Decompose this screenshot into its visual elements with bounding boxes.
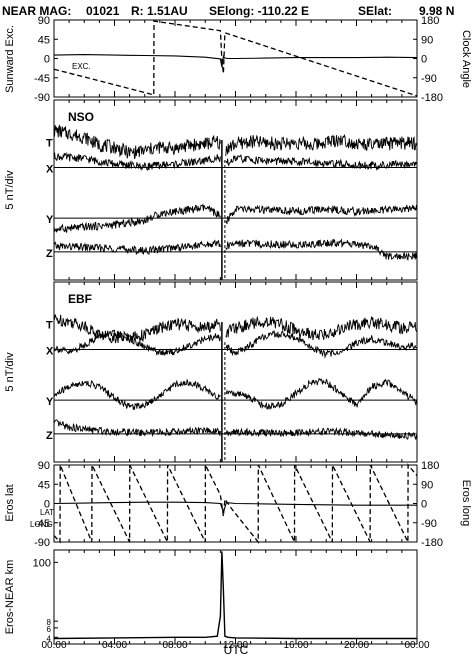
eros-lat-yticks: 90 45 0 -45 -90 <box>34 460 58 549</box>
nso-title: NSO <box>68 110 94 124</box>
component-label-T: T <box>46 138 53 150</box>
component-label-Z: Z <box>46 248 53 260</box>
nso-traces <box>53 123 418 280</box>
ebf-panel: EBF 5 nT/div T X Y Z <box>4 281 418 463</box>
ebf-title: EBF <box>68 292 92 306</box>
ytick-label: -45 <box>34 518 50 530</box>
eros-lat-ylabel: Eros lat <box>4 484 16 521</box>
y2tick-label: 180 <box>421 460 439 472</box>
utc-xlabel: UTC <box>224 643 249 656</box>
eros-long-yticks: 180 90 0 -90 -180 <box>413 460 443 549</box>
ytick-label: 100 <box>33 557 51 569</box>
trace-Y <box>53 203 418 234</box>
ytick-label: 8 <box>47 618 52 627</box>
eros-near-yticks: 100 864 <box>33 557 58 643</box>
trace-T <box>54 314 418 344</box>
ebf-component-labels: T X Y Z <box>46 320 54 442</box>
header: NEAR MAG: 01021 R: 1.51AU SElong: -110.2… <box>2 4 454 18</box>
clock-series-line <box>53 20 418 97</box>
ytick-label: 90 <box>38 15 50 27</box>
ytick-label: -90 <box>34 537 50 549</box>
nso-component-labels: T X Y Z <box>46 138 54 260</box>
y2tick-label: 0 <box>421 54 427 66</box>
header-day: 01021 <box>86 4 120 18</box>
ebf-ylabel: 5 nT/div <box>4 352 16 392</box>
trace-T <box>53 123 418 160</box>
y2tick-label: 0 <box>421 499 427 511</box>
eros-near-panel: Eros-NEAR km 100 864 00:00 04:00 08:00 12:00… <box>4 549 430 656</box>
clock-angle-ylabel: Clock Angle <box>460 30 472 88</box>
ytick-label: 4 <box>47 634 52 643</box>
trace-Y <box>53 378 418 410</box>
header-selat-value: 9.98 N <box>419 4 454 18</box>
eros-near-frame <box>53 549 418 645</box>
xtick-label: 08:00 <box>162 640 187 651</box>
y2tick-label: 90 <box>421 34 433 46</box>
y2tick-label: -90 <box>421 73 437 85</box>
ebf-traces <box>53 314 418 462</box>
eros-long-ylabel: Eros long <box>460 480 472 526</box>
trace-Z <box>53 419 418 441</box>
component-label-X: X <box>46 346 54 358</box>
xtick-label: 16:00 <box>283 640 308 651</box>
ytick-label: 90 <box>38 460 50 472</box>
component-label-T: T <box>46 320 53 332</box>
trace-Z <box>53 238 418 261</box>
lat-annotation: LAT <box>40 508 54 517</box>
ytick-label: 6 <box>47 625 52 634</box>
component-label-Y: Y <box>46 214 54 226</box>
xtick-label: 12:00 <box>223 640 248 651</box>
xtick-label: 04:00 <box>102 640 127 651</box>
trace-X <box>53 329 418 359</box>
nso-ylabel: 5 nT/div <box>4 170 16 210</box>
ytick-label: 45 <box>38 479 50 491</box>
sunward-clock-panel: Sunward Exc. Clock Angle EXC. 90 45 0 -45 -9… <box>4 15 472 104</box>
nso-panel: NSO 5 nT/div T X Y Z <box>4 99 418 281</box>
xtick-label: 00:00 <box>41 640 66 651</box>
long-annotation: LONG <box>30 520 53 529</box>
y2tick-label: 90 <box>421 479 433 491</box>
header-selat: SElat: <box>358 4 392 18</box>
y2tick-label: -180 <box>421 537 443 549</box>
sunward-clock-traces <box>53 20 418 97</box>
long-series-line <box>53 463 418 544</box>
ytick-label: 0 <box>44 54 50 66</box>
nso-frame <box>53 99 418 281</box>
ytick-label: -45 <box>34 73 50 85</box>
y2tick-label: -180 <box>421 92 443 104</box>
dist-series-line <box>53 551 417 640</box>
eros-lat-long-traces <box>53 463 418 544</box>
ytick-label: 45 <box>38 34 50 46</box>
ytick-label: -90 <box>34 92 50 104</box>
header-mission: NEAR MAG: <box>2 4 71 18</box>
lat-series-line <box>53 501 417 514</box>
eros-near-traces <box>53 551 417 640</box>
exc-series-line <box>53 54 418 68</box>
trace-X <box>53 151 418 172</box>
sunward-exc-ylabel: Sunward Exc. <box>4 25 16 93</box>
eros-lat-long-panel: Eros lat Eros long LAT LONG 90450-45-90 … <box>4 460 472 549</box>
sunward-yticks: 90 45 0 -45 -90 <box>34 15 58 104</box>
y2tick-label: 180 <box>421 15 439 27</box>
exc-annotation: EXC. <box>72 62 91 71</box>
eros-near-ylabel: Eros-NEAR km <box>4 560 16 635</box>
component-label-X: X <box>46 164 54 176</box>
header-selong: SElong: -110.22 E <box>209 4 309 18</box>
y2tick-label: -90 <box>421 518 437 530</box>
xtick-label: 20:00 <box>344 640 369 651</box>
time-tick-marks <box>53 20 418 644</box>
utc-xticks: 00:00 04:00 08:00 12:00 16:00 20:00 00:00 <box>41 640 429 651</box>
ytick-label: 0 <box>44 499 50 511</box>
component-label-Y: Y <box>46 396 54 408</box>
xtick-label: 00:00 <box>404 640 429 651</box>
component-label-Z: Z <box>46 430 53 442</box>
header-range: R: 1.51AU <box>131 4 188 18</box>
clock-yticks: 180 90 0 -90 -180 <box>413 15 443 104</box>
